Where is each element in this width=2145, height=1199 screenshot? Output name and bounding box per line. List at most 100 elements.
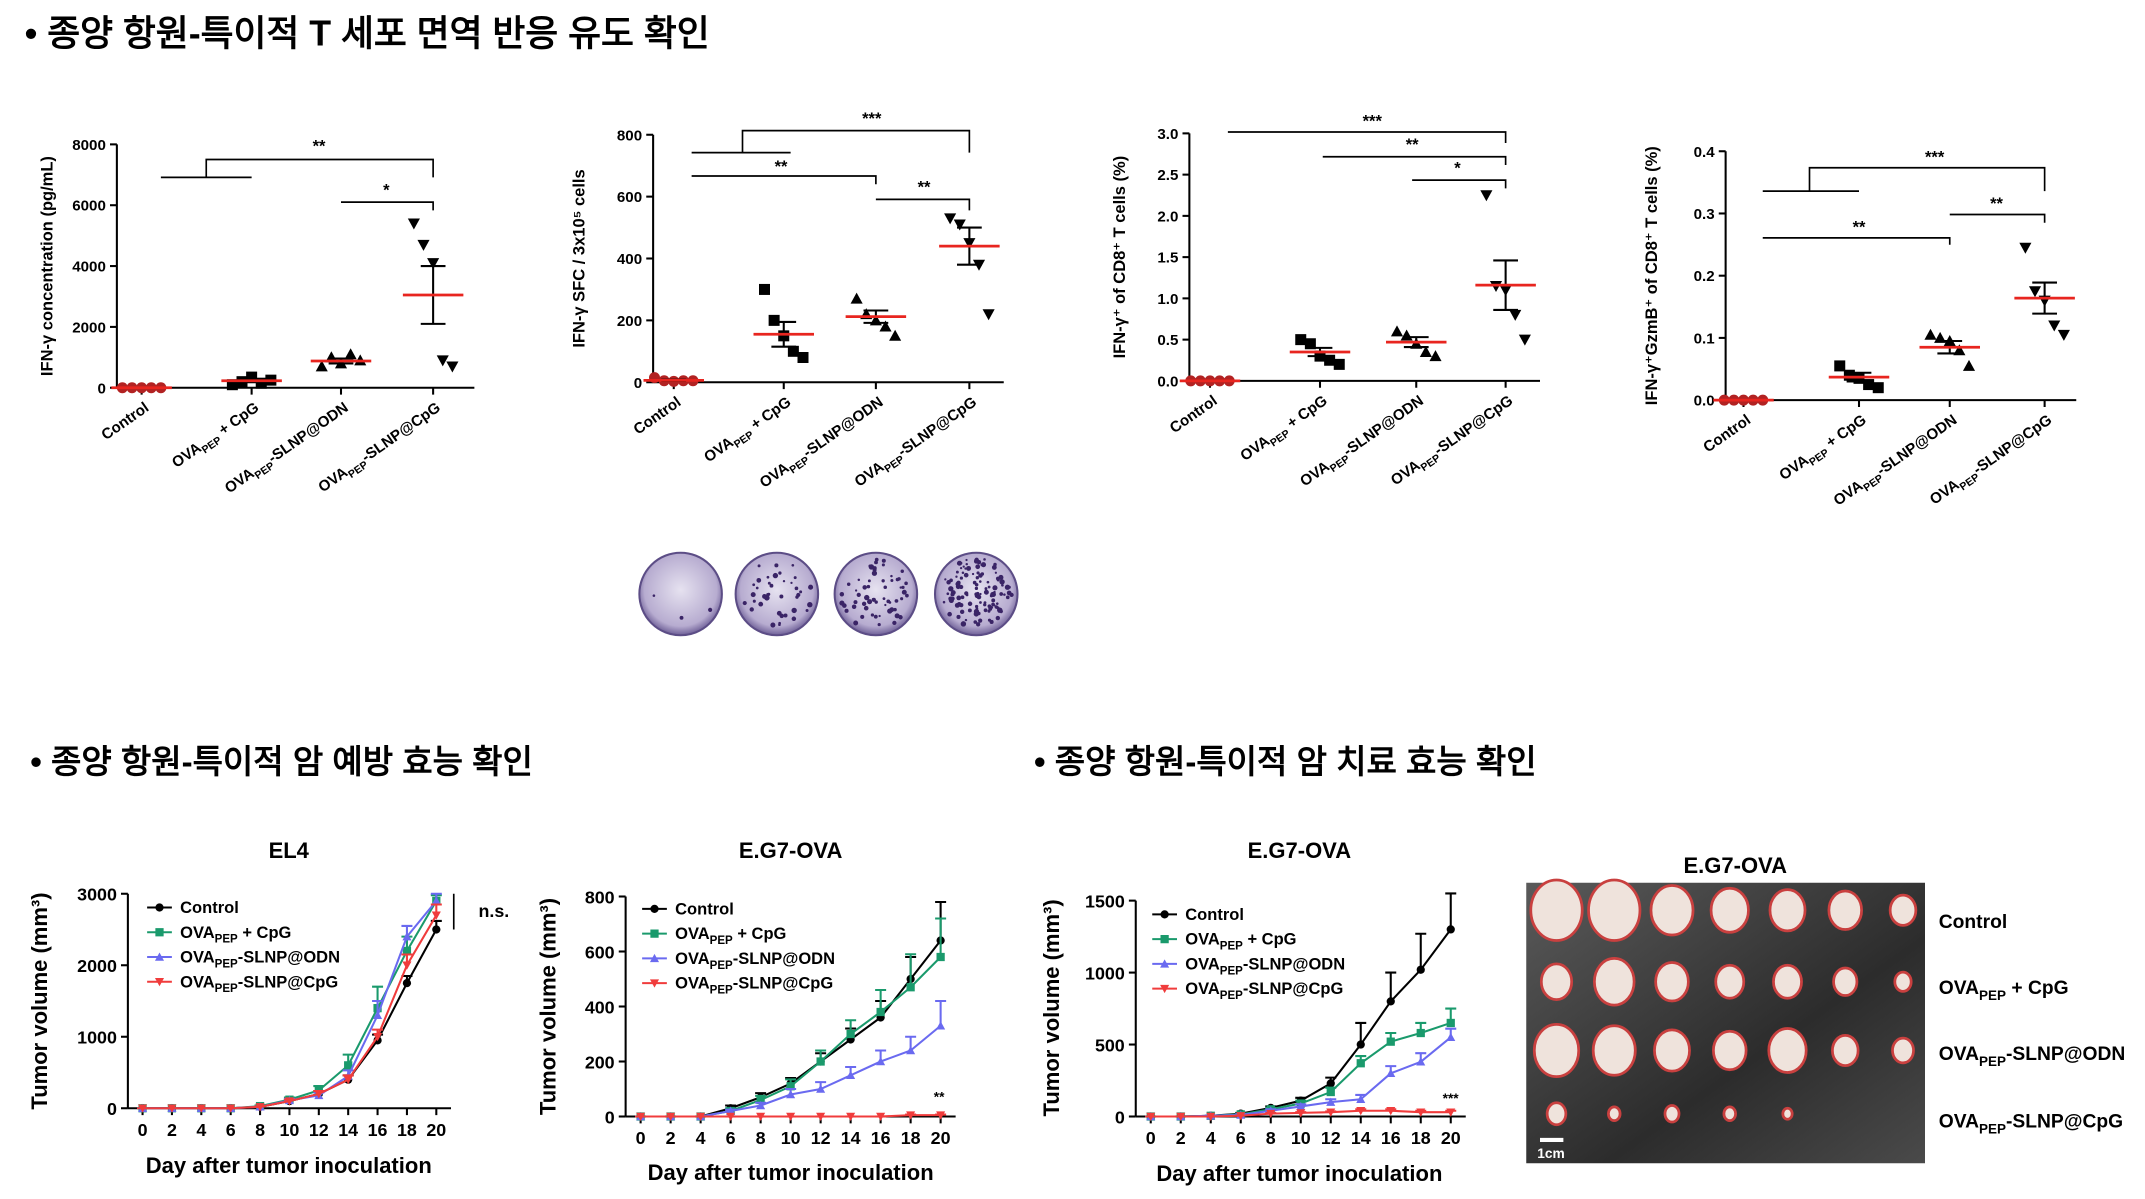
marker [786,1112,796,1122]
x-tick-label: 0 [1146,1128,1156,1148]
marker [756,1100,766,1110]
tumor [1891,1036,1915,1065]
spot [974,586,979,591]
x-tick-label: OVAPEP + CpG [1776,411,1871,486]
spot [961,571,965,575]
tumor [1607,1105,1622,1122]
spot [881,563,885,567]
spot [991,598,996,603]
x-tick-label: 8 [255,1120,265,1140]
marker [816,1084,826,1093]
marker [344,348,357,360]
text-part: PEP [710,985,733,997]
marker [1429,350,1442,362]
text-part: OVA [1939,1044,1979,1065]
text-part: OVA [1831,477,1867,509]
marker [816,1057,825,1066]
well [638,551,723,637]
marker [876,1007,885,1017]
spot [782,579,786,583]
y-tick-label: 800 [585,887,615,907]
spot [959,609,965,614]
spot [959,561,963,565]
spot [966,565,972,571]
spot [805,609,809,613]
spot [679,615,684,620]
significance-label: ** [1406,136,1419,154]
spot [853,600,858,605]
spot [873,614,878,619]
marker [1326,1079,1335,1088]
error-bar [935,917,947,957]
spot [894,613,900,619]
significance-label: ** [1853,218,1866,236]
marker [1356,1040,1365,1049]
marker [1160,984,1170,994]
tumor [1545,1101,1568,1127]
marker [879,320,892,332]
spot [872,566,877,571]
x-tick-label: 20 [1441,1128,1461,1148]
y-tick-label: 6000 [72,198,106,215]
text-part: + CpG [2006,978,2069,999]
text-part: -SLNP@CpG [1243,980,1343,998]
marker [1446,1108,1456,1117]
marker [2057,329,2070,341]
marker [876,1112,886,1122]
text-part: OVA [180,973,215,991]
dot-plot: IFN-γ concentration (pg/mL) 0 2000 4000 6000… [38,137,475,497]
marker [846,1029,855,1039]
spot [955,570,959,574]
marker [936,1021,946,1030]
spot [978,618,983,623]
significance-label: * [383,181,390,199]
marker [226,379,238,391]
x-tick-label: 12 [811,1128,831,1148]
spot [990,591,996,598]
spot [976,591,980,596]
spot [976,571,980,575]
spot [882,597,886,601]
marker [343,1075,353,1085]
spot [967,608,972,613]
marker [427,258,440,270]
text-part: -SLNP@CpG [2006,1112,2123,1133]
spot [652,594,656,597]
y-tick-label: 0.5 [1157,332,1178,349]
significance-label: ** [775,158,788,176]
legend-label: OVAPEP-SLNP@CpG [675,975,833,997]
error-bar [1445,892,1457,930]
series-line [640,1024,942,1118]
spot [900,569,904,574]
spot [778,623,781,627]
spot [750,592,756,598]
text-part: Control [98,399,152,444]
y-axis-label: IFN-γ⁺GzmB⁺ of CD8⁺ T cells (%) [1643,146,1661,405]
marker [797,352,809,363]
text-part: OVA [1237,432,1273,464]
spot [878,614,881,618]
marker [953,219,966,231]
marker [1160,910,1169,919]
y-tick-label: 1000 [1085,963,1125,983]
significance-label: *** [1925,148,1945,166]
y-tick-label: 2.0 [1157,208,1178,225]
spot [964,567,967,570]
spot [971,572,975,576]
significance-bracket [1412,179,1507,189]
dot-plot: IFN-γ⁺GzmB⁺ of CD8⁺ T cells (%) 0.0 0.1 0.2… [1643,144,2077,509]
annotation: n.s. [479,901,510,921]
y-tick-label: 4000 [72,259,106,276]
y-tick-label: 2.5 [1157,167,1178,184]
spot [959,603,964,608]
text-part: OVA [1185,980,1220,998]
x-tick-label: 18 [397,1120,417,1140]
marker [431,896,441,905]
x-tick-label: 2 [1176,1128,1186,1148]
x-tick-label: Control [631,394,685,439]
spot [950,590,956,596]
marker [446,361,459,373]
spot [874,557,879,562]
x-tick-label: 0 [138,1120,148,1140]
marker [155,928,164,937]
